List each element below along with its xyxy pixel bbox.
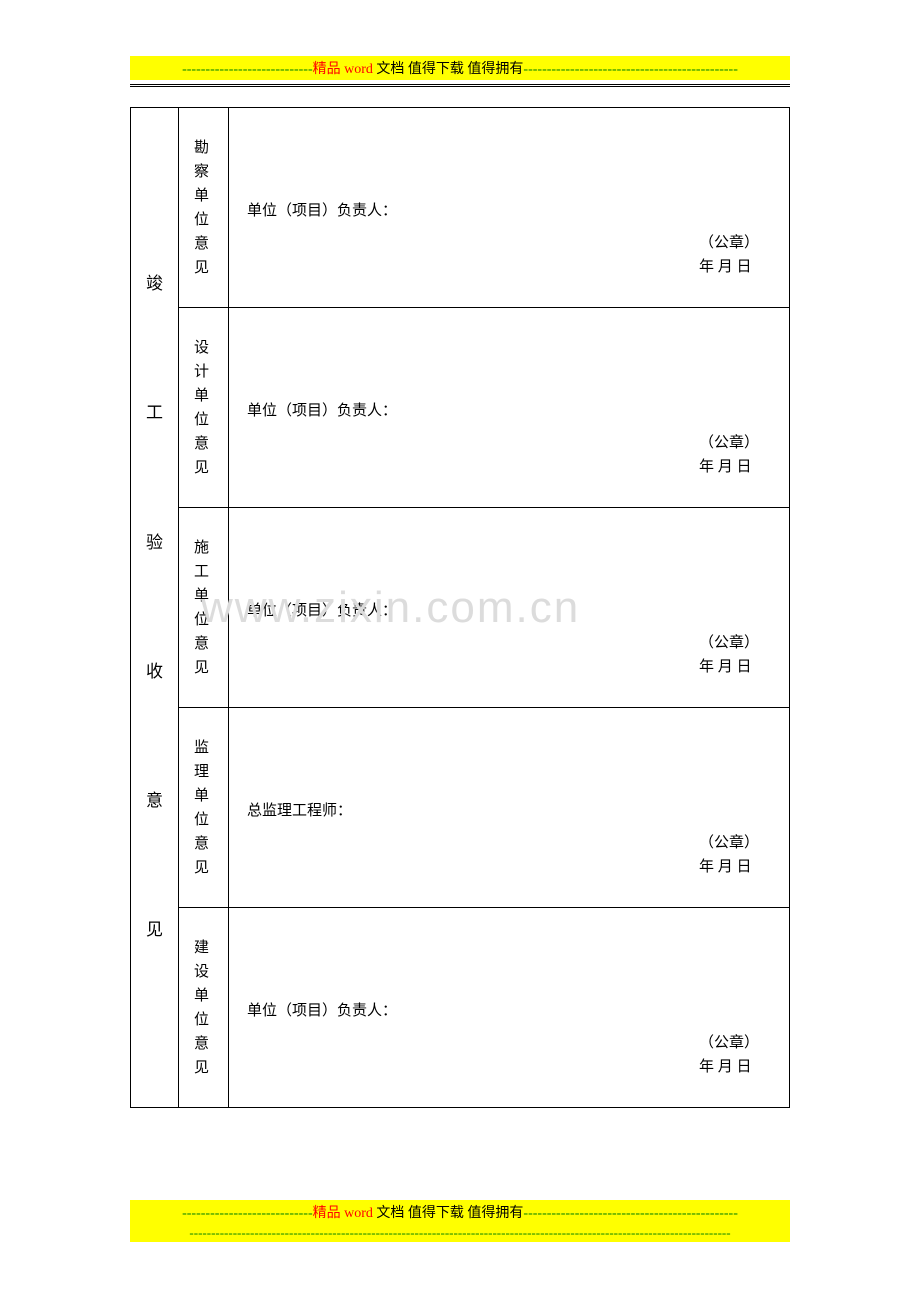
header-banner: ----------------------------精品 word 文档 值…	[130, 56, 790, 80]
row-label: 设 计单 位意 见	[179, 308, 229, 508]
row-content: www.zixin.com.cn 单位（项目）负责人： （公章） 年 月 日	[229, 508, 790, 708]
footer: ----------------------------精品 word 文档 值…	[130, 1200, 790, 1242]
footer-dashes-right: ----------------------------------------…	[523, 1206, 737, 1221]
stamp-text: （公章）	[699, 231, 759, 255]
vertical-header-cell: 竣工验收意见	[131, 108, 179, 1108]
header-dashes-right: ----------------------------------------…	[523, 62, 737, 77]
row-label: 勘察单位意见	[179, 108, 229, 308]
stamp-text: （公章）	[699, 631, 759, 655]
content-title: 总监理工程师：	[247, 799, 771, 820]
footer-text-3: 文档 值得下载 值得拥有	[376, 1206, 523, 1221]
stamp-text: （公章）	[699, 431, 759, 455]
date-text: 年 月 日	[699, 855, 759, 879]
content-title: 单位（项目）负责人：	[247, 399, 771, 420]
main-table: 竣工验收意见 勘察单位意见 单位（项目）负责人： （公章） 年 月 日 设 计单…	[130, 107, 790, 1108]
content-title: 单位（项目）负责人：	[247, 999, 771, 1020]
header-text-1: 精品	[313, 62, 345, 77]
row-content: 单位（项目）负责人： （公章） 年 月 日	[229, 308, 790, 508]
footer-dashes-left: ----------------------------	[182, 1206, 313, 1221]
header-text-2: word	[344, 62, 376, 77]
footer-text-1: 精品	[313, 1206, 345, 1221]
stamp-block: （公章） 年 月 日	[699, 231, 759, 279]
stamp-block: （公章） 年 月 日	[699, 1031, 759, 1079]
date-text: 年 月 日	[699, 1055, 759, 1079]
footer-text-2: word	[344, 1206, 376, 1221]
header-rule	[130, 84, 790, 87]
row-label: 施工单位意见	[179, 508, 229, 708]
footer-banner-1: ----------------------------精品 word 文档 值…	[130, 1200, 790, 1224]
header-dashes-left: ----------------------------	[182, 62, 313, 77]
date-text: 年 月 日	[699, 455, 759, 479]
table-row: 施工单位意见 www.zixin.com.cn 单位（项目）负责人： （公章） …	[131, 508, 790, 708]
footer-banner-2: ----------------------------------------…	[130, 1224, 790, 1242]
stamp-block: （公章） 年 月 日	[699, 831, 759, 879]
content-title: 单位（项目）负责人：	[247, 599, 771, 620]
vertical-header-text: 竣工验收意见	[131, 252, 178, 963]
header-text-3: 文档 值得下载 值得拥有	[376, 62, 523, 77]
stamp-text: （公章）	[699, 1031, 759, 1055]
content-title: 单位（项目）负责人：	[247, 199, 771, 220]
row-content: 单位（项目）负责人： （公章） 年 月 日	[229, 108, 790, 308]
row-content: 总监理工程师： （公章） 年 月 日	[229, 708, 790, 908]
stamp-text: （公章）	[699, 831, 759, 855]
table-row: 监 理单 位意 见 总监理工程师： （公章） 年 月 日	[131, 708, 790, 908]
table-row: 建设单位意见 单位（项目）负责人： （公章） 年 月 日	[131, 908, 790, 1108]
row-label: 监 理单 位意 见	[179, 708, 229, 908]
date-text: 年 月 日	[699, 255, 759, 279]
row-content: 单位（项目）负责人： （公章） 年 月 日	[229, 908, 790, 1108]
table-row: 竣工验收意见 勘察单位意见 单位（项目）负责人： （公章） 年 月 日	[131, 108, 790, 308]
table-row: 设 计单 位意 见 单位（项目）负责人： （公章） 年 月 日	[131, 308, 790, 508]
row-label: 建设单位意见	[179, 908, 229, 1108]
date-text: 年 月 日	[699, 655, 759, 679]
stamp-block: （公章） 年 月 日	[699, 431, 759, 479]
stamp-block: （公章） 年 月 日	[699, 631, 759, 679]
